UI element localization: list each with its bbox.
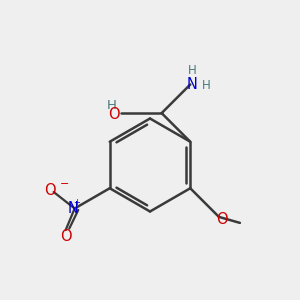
Text: H: H	[202, 80, 210, 92]
Text: H: H	[188, 64, 196, 77]
Text: O: O	[108, 107, 120, 122]
Text: +: +	[73, 198, 80, 207]
Text: N: N	[68, 201, 79, 216]
Text: N: N	[186, 77, 197, 92]
Text: H: H	[107, 99, 117, 112]
Text: O: O	[216, 212, 228, 227]
Text: −: −	[60, 179, 69, 190]
Text: O: O	[44, 183, 56, 198]
Text: O: O	[60, 229, 71, 244]
